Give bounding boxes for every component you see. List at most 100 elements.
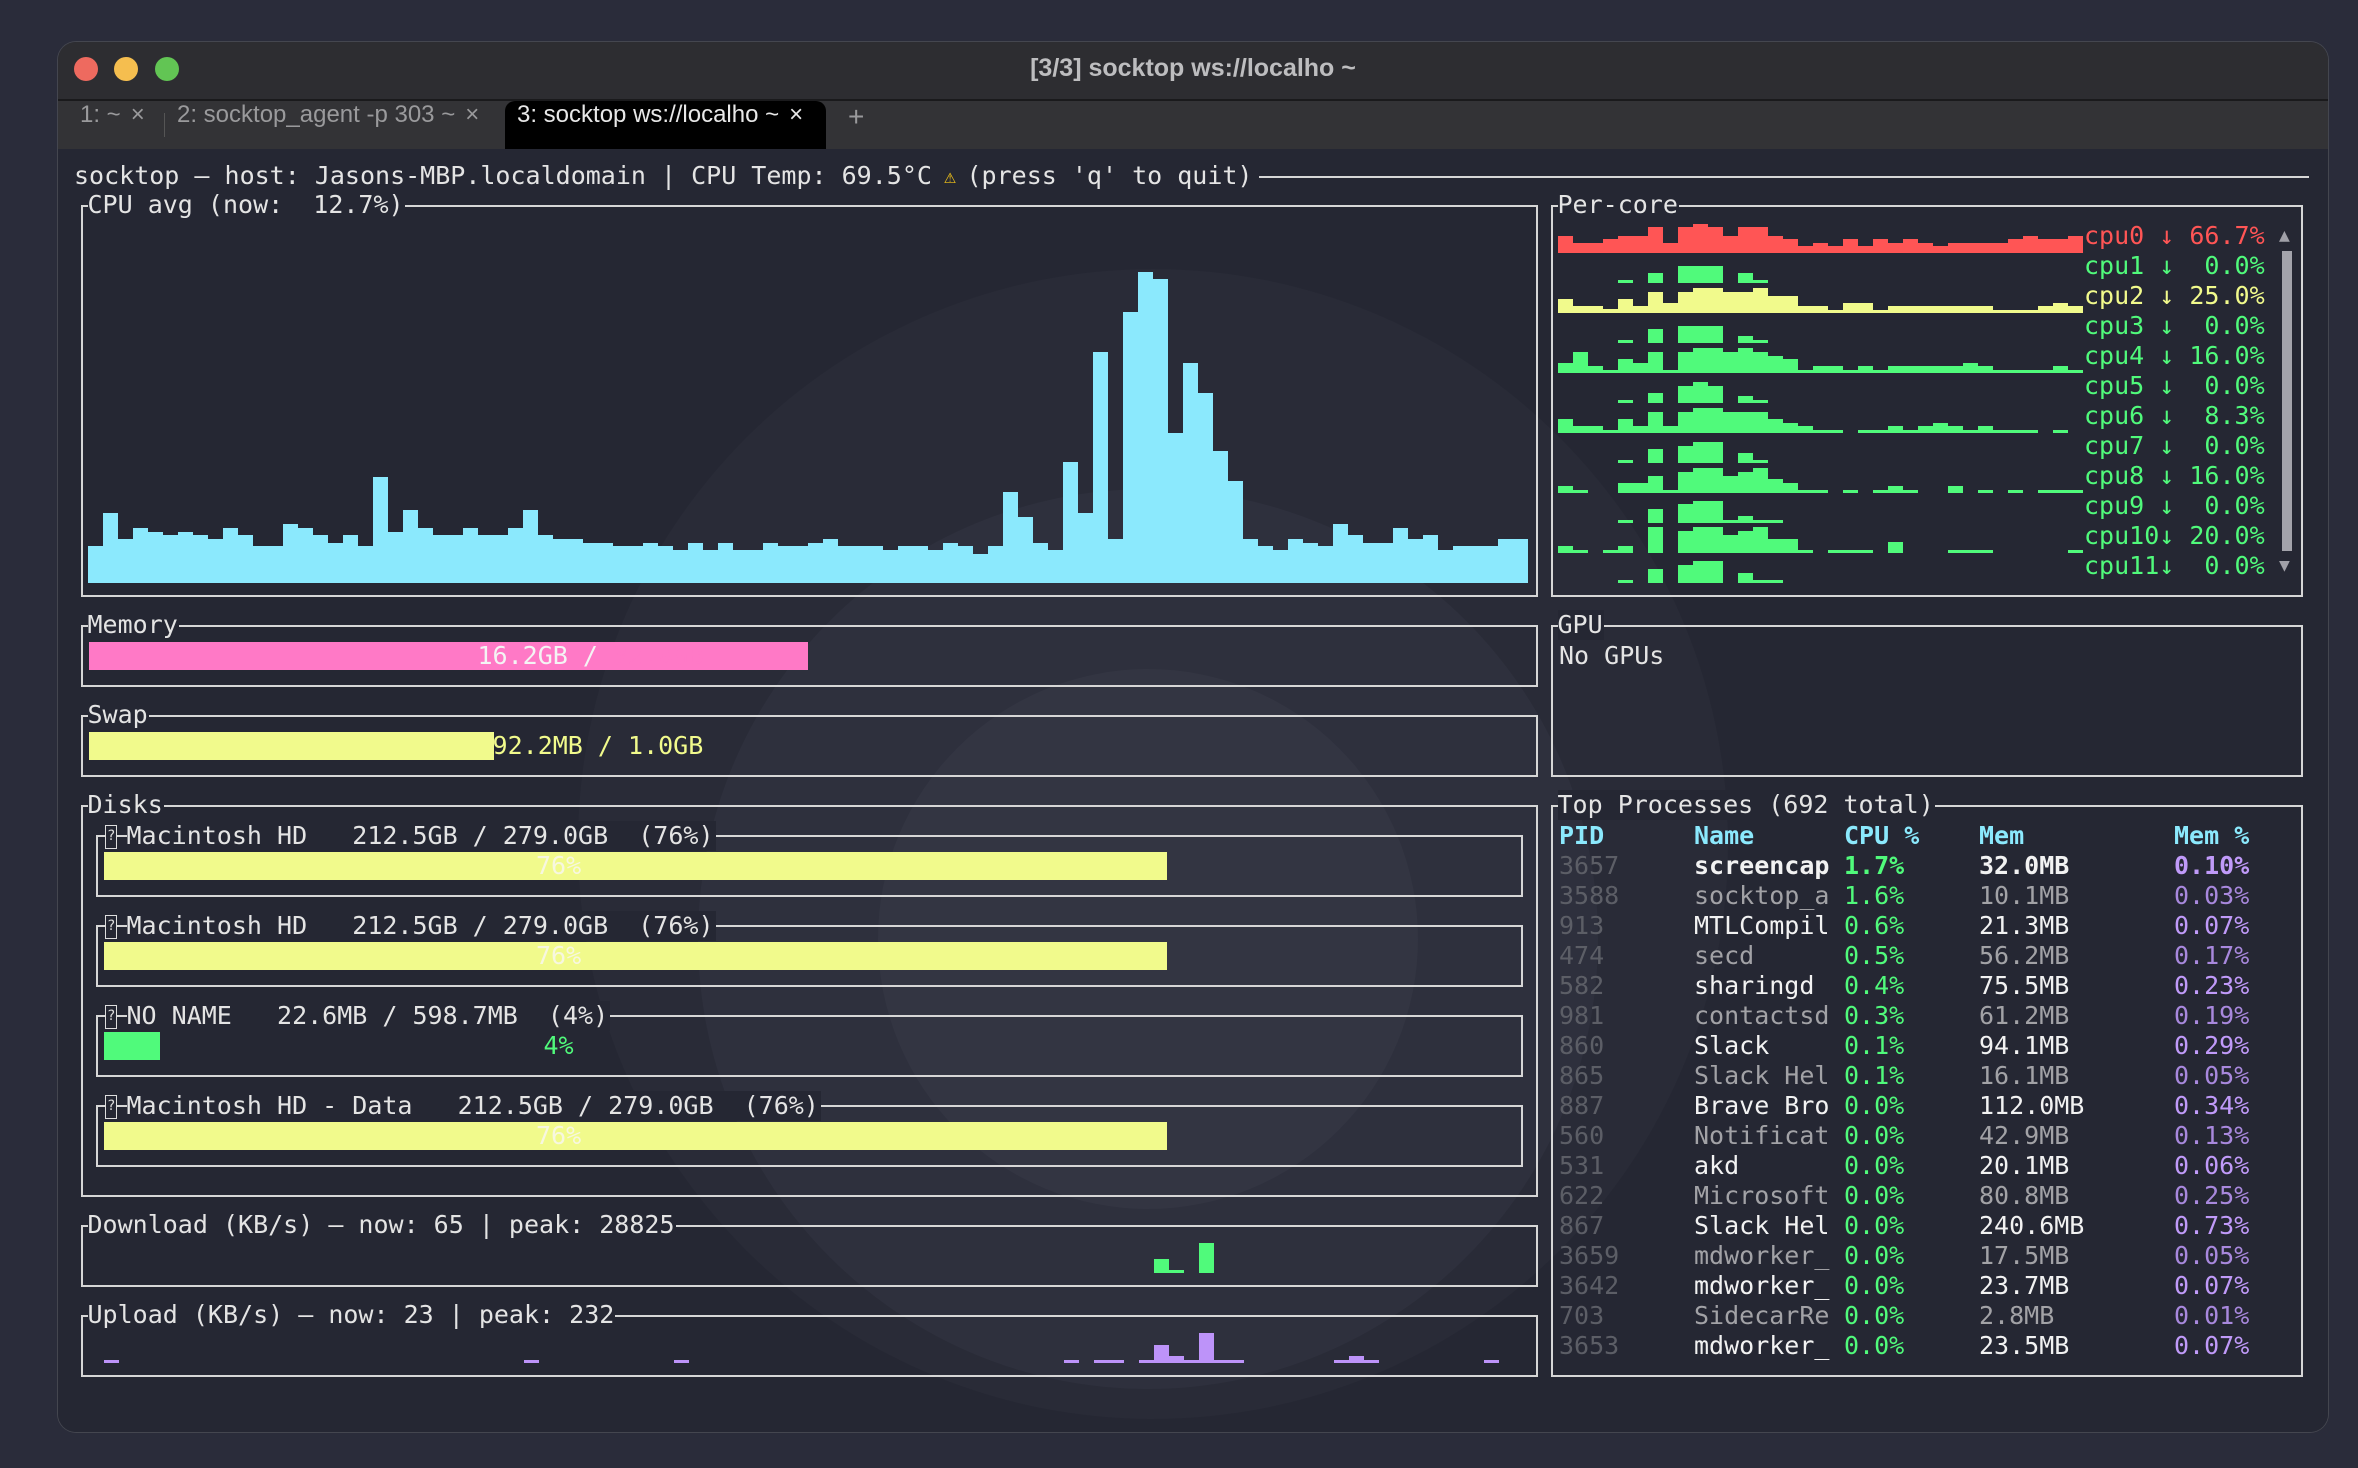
- per-core-sparkline-bar: [1753, 288, 1768, 313]
- per-core-sparkline-bar: [1558, 236, 1573, 253]
- per-core-sparkline-bar: [1678, 386, 1693, 403]
- per-core-sparkline-bar: [1573, 306, 1588, 313]
- tab-1[interactable]: 1: ~×: [80, 101, 145, 149]
- per-core-sparkline-bar: [1588, 366, 1603, 373]
- per-core-sparkline-bar: [1768, 479, 1783, 494]
- per-core-sparkline-bar: [1873, 430, 1888, 433]
- cpu-avg-bar: [193, 535, 208, 583]
- per-core-sparkline-bar: [1708, 386, 1723, 403]
- per-core-sparkline-bar: [1693, 224, 1708, 253]
- per-core-sparkline-bar: [1633, 363, 1648, 373]
- process-pid: 981: [1559, 1001, 1604, 1031]
- per-core-sparkline-bar: [1603, 370, 1618, 373]
- process-mem: 21.3MB: [1979, 911, 2069, 941]
- per-core-sparkline-bar: [1588, 306, 1603, 313]
- drive-icon: ?: [105, 825, 117, 849]
- per-core-sparkline-bar: [1693, 326, 1708, 343]
- upload-bar: [1154, 1345, 1169, 1363]
- per-core-sparkline-bar: [1633, 306, 1648, 313]
- process-mem: 240.6MB: [1979, 1211, 2084, 1241]
- per-core-sparkline-bar: [1813, 430, 1828, 433]
- per-core-scrollbar-thumb[interactable]: [2282, 251, 2292, 551]
- per-core-sparkline-bar: [1708, 266, 1723, 283]
- per-core-sparkline-bar: [1678, 266, 1693, 283]
- close-tab-icon[interactable]: ×: [131, 101, 145, 128]
- tab-3-active[interactable]: 3: socktop ws://localho ~×: [505, 101, 826, 149]
- cpu-avg-bar: [463, 528, 478, 583]
- disk-title: Macintosh HD 212.5GB / 279.0GB (76%): [127, 821, 716, 851]
- process-cpu: 0.1%: [1844, 1061, 1904, 1091]
- per-core-sparkline-bar: [1978, 426, 1993, 433]
- process-cpu: 0.0%: [1844, 1151, 1904, 1181]
- cpu-avg-bar: [1318, 546, 1333, 583]
- cpu-avg-bar: [103, 513, 118, 583]
- per-core-sparkline-bar: [1978, 306, 1993, 313]
- process-pid: 867: [1559, 1211, 1604, 1241]
- drive-icon: ?: [105, 915, 117, 939]
- per-core-sparkline-bar: [1663, 243, 1678, 253]
- per-core-sparkline-bar: [2038, 239, 2053, 253]
- per-core-sparkline-bar: [1603, 309, 1618, 313]
- per-core-sparkline-bar: [1993, 430, 2008, 433]
- per-core-sparkline-bar: [1993, 310, 2008, 313]
- process-pid: 582: [1559, 971, 1604, 1001]
- per-core-sparkline-bar: [1618, 236, 1633, 253]
- per-core-sparkline-bar: [1858, 430, 1873, 433]
- per-core-sparkline-bar: [2053, 430, 2068, 433]
- upload-bar: [1334, 1360, 1349, 1363]
- window-title: [3/3] socktop ws://localho ~: [58, 54, 2328, 83]
- disk-usage-percent: 76%: [536, 851, 581, 881]
- mem-percent-header: Mem %: [2174, 821, 2249, 851]
- per-core-sparkline-bar: [1768, 520, 1783, 523]
- per-core-sparkline-bar: [1693, 468, 1708, 493]
- per-core-sparkline-bar: [1708, 227, 1723, 253]
- cpu-avg-bar: [1348, 535, 1363, 583]
- per-core-sparkline-bar: [1738, 531, 1753, 553]
- per-core-sparkline-bar: [2053, 239, 2068, 253]
- cpu-avg-bar: [253, 546, 268, 583]
- process-mem: 94.1MB: [1979, 1031, 2069, 1061]
- cpu-avg-bar: [373, 477, 388, 583]
- per-core-sparkline-bar: [1558, 419, 1573, 434]
- per-core-sparkline-bar: [2023, 370, 2038, 373]
- per-core-sparkline-bar: [1873, 239, 1888, 253]
- new-tab-button[interactable]: +: [848, 101, 864, 149]
- per-core-sparkline-bar: [2053, 303, 2068, 313]
- process-pid: 3588: [1559, 881, 1619, 911]
- disk-usage-percent: 4%: [544, 1031, 574, 1061]
- per-core-sparkline-bar: [1753, 340, 1768, 343]
- per-core-sparkline-bar: [1618, 483, 1633, 493]
- per-core-sparkline-bar: [1918, 426, 1933, 433]
- per-core-sparkline-bar: [1843, 370, 1858, 373]
- process-name: sharingd: [1694, 971, 1814, 1001]
- per-core-sparkline-bar: [1618, 280, 1633, 283]
- cpu-avg-bar: [388, 532, 403, 583]
- warning-icon: ⚠: [944, 161, 956, 191]
- per-core-sparkline-bar: [1783, 239, 1798, 253]
- cpu-avg-bar: [1018, 517, 1033, 583]
- process-pid: 531: [1559, 1151, 1604, 1181]
- per-core-sparkline-bar: [1873, 310, 1888, 313]
- cpu-avg-bar: [478, 535, 493, 583]
- tab-2[interactable]: 2: socktop_agent -p 303 ~×: [177, 101, 479, 149]
- disk-title: Macintosh HD 212.5GB / 279.0GB (76%): [127, 911, 716, 941]
- per-core-sparkline-bar: [1618, 359, 1633, 374]
- cpu-avg-bar: [1213, 451, 1228, 583]
- close-tab-icon[interactable]: ×: [789, 101, 803, 128]
- upload-bar: [104, 1360, 119, 1363]
- per-core-sparkline-bar: [1813, 243, 1828, 253]
- per-core-sparkline-bar: [1963, 243, 1978, 253]
- upload-bar: [1364, 1360, 1379, 1363]
- per-core-sparkline-bar: [2008, 490, 2023, 493]
- cpu-avg-bar: [853, 546, 868, 583]
- per-core-sparkline-bar: [1753, 412, 1768, 433]
- cpu-avg-bar: [1513, 539, 1528, 583]
- process-pid: 3653: [1559, 1331, 1619, 1361]
- cpu-avg-bar: [1408, 539, 1423, 583]
- per-core-sparkline-bar: [1993, 243, 2008, 253]
- close-tab-icon[interactable]: ×: [465, 101, 479, 128]
- upload-bar: [674, 1360, 689, 1363]
- cpu-avg-bar: [988, 546, 1003, 583]
- cpu-avg-bar: [238, 535, 253, 583]
- cpu-avg-bar: [148, 532, 163, 583]
